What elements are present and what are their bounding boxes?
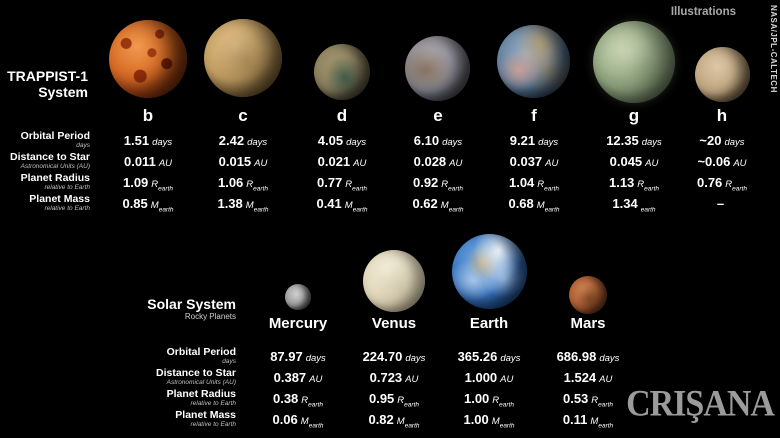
orbital-period-value: 6.10 days bbox=[413, 133, 463, 148]
solar-column-mercury: Mercury 87.97 days 0.387 AU 0.38 Rearth 0.0… bbox=[243, 313, 353, 431]
row-label-mass: Planet Mass relative to Earth bbox=[29, 193, 90, 213]
illustrations-label: Illustrations bbox=[670, 6, 736, 18]
row-label-orbital-period: Orbital Period days bbox=[20, 130, 90, 150]
mass-value: 1.38 Mearth bbox=[217, 196, 269, 214]
planet-name: Mercury bbox=[268, 315, 328, 332]
radius-value: 1.13 Rearth bbox=[608, 175, 659, 193]
orbital-period-value: ~20 days bbox=[699, 133, 745, 148]
mass-value: 0.06 Mearth bbox=[272, 412, 324, 430]
row-label-distance: Distance to Star Astronomical Units (AU) bbox=[10, 151, 90, 171]
distance-value: 1.524 AU bbox=[563, 370, 613, 385]
solar-title-line2: Rocky Planets bbox=[184, 312, 236, 321]
row-label-orbital-period: Orbital Period days bbox=[166, 346, 236, 366]
trappist-column-f: f 9.21 days 0.037 AU 1.04 Rearth 0.68 Mearth bbox=[479, 105, 589, 215]
mass-value: 1.34 earth bbox=[612, 196, 656, 214]
mass-value: 0.68 Mearth bbox=[508, 196, 560, 214]
distance-value: 0.028 AU bbox=[413, 154, 463, 169]
distance-value: 0.021 AU bbox=[317, 154, 367, 169]
orbital-period-value: 2.42 days bbox=[218, 133, 268, 148]
trappist-column-d: d 4.05 days 0.021 AU 0.77 Rearth 0.41 Mearth bbox=[287, 105, 397, 215]
trappist-column-e: e 6.10 days 0.028 AU 0.92 Rearth 0.62 Mearth bbox=[383, 105, 493, 215]
distance-value: ~0.06 AU bbox=[697, 154, 747, 169]
radius-value: 1.00 Rearth bbox=[463, 391, 514, 409]
trappist-column-c: c 2.42 days 0.015 AU 1.06 Rearth 1.38 Mearth bbox=[188, 105, 298, 215]
agency-credit: NASA/JPL-CALTECH bbox=[769, 5, 778, 93]
planet-letter: d bbox=[336, 106, 348, 125]
planet-d-image bbox=[314, 44, 370, 100]
planet-letter: f bbox=[531, 106, 537, 125]
trappist-title-line2: System bbox=[38, 84, 88, 100]
solar-title-line1: Solar System bbox=[147, 296, 236, 312]
solar-column-earth: Earth 365.26 days 1.000 AU 1.00 Rearth 1.00… bbox=[434, 313, 544, 431]
mass-value: 0.82 Mearth bbox=[368, 412, 420, 430]
solar-row-labels: Orbital Period days Distance to Star Ast… bbox=[0, 347, 236, 431]
distance-value: 0.015 AU bbox=[218, 154, 268, 169]
mass-value: 0.85 Mearth bbox=[122, 196, 174, 214]
planet-name: Mars bbox=[570, 315, 606, 332]
planet-f-image bbox=[497, 25, 570, 98]
planet-venus-image bbox=[363, 250, 425, 312]
radius-value: 0.77 Rearth bbox=[316, 175, 367, 193]
mass-value: 0.41 Mearth bbox=[316, 196, 368, 214]
radius-value: 0.92 Rearth bbox=[412, 175, 463, 193]
distance-value: 1.000 AU bbox=[464, 370, 514, 385]
radius-value: 1.09 Rearth bbox=[122, 175, 173, 193]
row-label-radius: Planet Radius relative to Earth bbox=[20, 172, 90, 192]
crisana-watermark-logo: CRIŞANA bbox=[626, 383, 775, 424]
orbital-period-value: 9.21 days bbox=[509, 133, 559, 148]
solar-system-title: Solar System Rocky Planets bbox=[0, 296, 236, 322]
planet-earth-image bbox=[452, 234, 527, 309]
planet-letter: b bbox=[142, 106, 154, 125]
radius-value: 0.53 Rearth bbox=[562, 391, 613, 409]
trappist-system-title: TRAPPIST-1 System bbox=[0, 68, 88, 100]
planet-name: Venus bbox=[371, 315, 417, 332]
trappist-column-g: g 12.35 days 0.045 AU 1.13 Rearth 1.34 earth bbox=[579, 105, 689, 215]
orbital-period-value: 686.98 days bbox=[556, 349, 620, 364]
trappist-column-b: b 1.51 days 0.011 AU 1.09 Rearth 0.85 Mearth bbox=[93, 105, 203, 215]
radius-value: 1.06 Rearth bbox=[217, 175, 268, 193]
distance-value: 0.011 AU bbox=[123, 154, 173, 169]
row-label-mass: Planet Mass relative to Earth bbox=[175, 409, 236, 429]
trappist-column-h: h ~20 days ~0.06 AU 0.76 Rearth – bbox=[667, 105, 777, 215]
planet-letter: e bbox=[433, 106, 443, 125]
radius-value: 0.95 Rearth bbox=[368, 391, 419, 409]
planet-b-image bbox=[109, 20, 187, 98]
mass-value: 0.11 Mearth bbox=[562, 412, 614, 430]
orbital-period-value: 1.51 days bbox=[123, 133, 173, 148]
orbital-period-value: 365.26 days bbox=[457, 349, 521, 364]
planet-mercury-image bbox=[285, 284, 311, 310]
mass-value: 0.62 Mearth bbox=[412, 196, 464, 214]
distance-value: 0.037 AU bbox=[509, 154, 559, 169]
radius-value: 0.76 Rearth bbox=[696, 175, 747, 193]
orbital-period-value: 224.70 days bbox=[362, 349, 426, 364]
radius-value: 1.04 Rearth bbox=[508, 175, 559, 193]
distance-value: 0.387 AU bbox=[273, 370, 323, 385]
planet-c-image bbox=[204, 19, 282, 97]
solar-column-mars: Mars 686.98 days 1.524 AU 0.53 Rearth 0.11 M… bbox=[533, 313, 643, 431]
distance-value: 0.045 AU bbox=[609, 154, 659, 169]
orbital-period-value: 87.97 days bbox=[270, 349, 326, 364]
planet-name: Earth bbox=[469, 315, 509, 332]
trappist-title-line1: TRAPPIST-1 bbox=[7, 68, 88, 84]
planet-g-image bbox=[593, 21, 675, 103]
orbital-period-value: 4.05 days bbox=[317, 133, 367, 148]
planet-letter: c bbox=[238, 106, 248, 125]
radius-value: 0.38 Rearth bbox=[272, 391, 323, 409]
orbital-period-value: 12.35 days bbox=[606, 133, 662, 148]
planet-letter: g bbox=[628, 106, 640, 125]
planet-e-image bbox=[405, 36, 470, 101]
row-label-distance: Distance to Star Astronomical Units (AU) bbox=[156, 367, 236, 387]
planet-letter: h bbox=[716, 106, 728, 125]
mass-value: 1.00 Mearth bbox=[463, 412, 515, 430]
planet-h-image bbox=[695, 47, 750, 102]
trappist-row-labels: Orbital Period days Distance to Star Ast… bbox=[0, 131, 90, 215]
row-label-radius: Planet Radius relative to Earth bbox=[166, 388, 236, 408]
distance-value: 0.723 AU bbox=[369, 370, 419, 385]
solar-column-venus: Venus 224.70 days 0.723 AU 0.95 Rearth 0.82… bbox=[339, 313, 449, 431]
planet-mars-image bbox=[569, 276, 607, 314]
mass-value: – bbox=[716, 196, 725, 211]
